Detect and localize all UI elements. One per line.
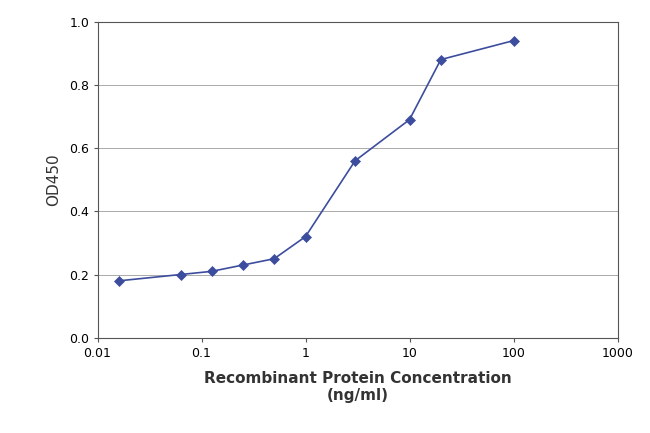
Y-axis label: OD450: OD450 — [46, 153, 61, 206]
X-axis label: Recombinant Protein Concentration
(ng/ml): Recombinant Protein Concentration (ng/ml… — [203, 371, 512, 403]
